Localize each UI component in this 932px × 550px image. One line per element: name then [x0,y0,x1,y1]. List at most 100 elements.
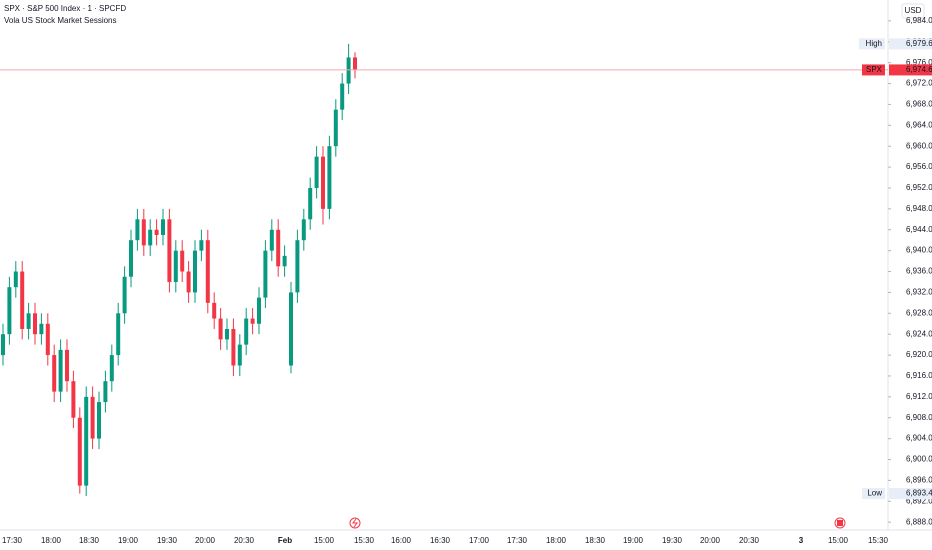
candle-body [346,57,351,84]
earnings-icon [834,517,846,529]
candle-body [161,219,165,235]
x-tick-label: 19:30 [157,536,178,545]
candle-body [84,396,89,486]
y-tick-label: 6,908.00 [906,413,932,422]
y-tick-label: 6,976.00 [906,58,932,67]
x-tick-label: 16:00 [391,536,412,545]
chart-title: SPX · S&P 500 Index · 1 · SPCFD [4,4,126,13]
x-tick-label: 19:00 [118,536,139,545]
candle-body [186,271,191,293]
candle-body [122,276,127,314]
y-tick-label: 6,904.00 [906,434,932,443]
candle-body [20,271,25,329]
candle-body [314,156,319,188]
y-tick-label: 6,916.00 [906,371,932,380]
price-tag-name-box [862,488,885,500]
price-tag-name-box [862,64,885,76]
y-tick-label: 6,912.00 [906,392,932,401]
candle-body [301,219,306,241]
candle-body [58,349,63,392]
candle-body [295,240,300,293]
y-tick-label: 6,924.00 [906,329,932,338]
x-tick-label: 18:00 [546,536,567,545]
candle-body [269,229,274,251]
x-tick-label: 17:30 [507,536,528,545]
candle-body [205,240,210,303]
y-tick-label: 6,940.00 [906,246,932,255]
candle-body [148,229,153,246]
candle-body [13,271,18,288]
y-tick-label: 6,936.00 [906,267,932,276]
y-tick-label: 6,960.00 [906,141,932,150]
candle-body [129,240,133,277]
y-tick-label: 6,928.00 [906,308,932,317]
x-tick-label: 20:30 [739,536,760,545]
y-tick-label: 6,984.00 [906,16,932,25]
candle-body [250,318,255,324]
y-tick-label: 6,952.00 [906,183,932,192]
candle-body [180,250,185,272]
y-tick-label: 6,972.00 [906,79,932,88]
candle-body [327,146,332,209]
x-tick-label: 20:00 [700,536,721,545]
candle-body [52,355,57,392]
x-tick-label: 17:30 [2,536,23,545]
candle-body [90,396,95,439]
price-tag-name: Low [867,489,882,498]
y-tick-label: 6,964.00 [906,120,932,129]
candle-body [244,318,249,345]
event-icon [349,517,361,529]
x-tick-label: 15:00 [828,536,849,545]
candle-body [173,250,178,282]
x-tick-label: 19:30 [662,536,683,545]
candle-body [103,381,108,403]
candle-body [7,287,12,335]
candle-body [116,313,121,356]
x-tick-label: 20:00 [195,536,216,545]
candle-body [199,240,204,251]
candle-body [321,156,325,209]
y-tick-label: 6,944.00 [906,225,932,234]
candle-body [65,349,69,382]
chart-subtitle: Vola US Stock Market Sessions [4,16,117,25]
candle-body [276,229,281,267]
y-tick-label: 6,892.00 [906,496,932,505]
candle-body [353,57,357,70]
candle-body [109,355,114,382]
candle-body [289,292,293,366]
x-tick-label: 19:00 [623,536,644,545]
candle-body [71,381,76,418]
candle-body [333,109,338,147]
candle-body [231,328,236,366]
currency[interactable]: USD [905,6,922,15]
x-tick-label: 18:30 [585,536,606,545]
candle-body [263,250,268,298]
price-tag-value: 6,974.61 [906,65,932,74]
price-tag-box [889,488,932,500]
y-tick-label: 6,968.00 [906,100,932,109]
candle-body [26,313,31,329]
candle-body [141,219,146,246]
y-tick-label: 6,948.00 [906,204,932,213]
candle-body [167,219,172,282]
candle-body [237,344,242,366]
x-tick-label: 17:00 [469,536,490,545]
price-tag-name: High [866,39,882,48]
price-tag-value: 6,979.60 [906,39,932,48]
y-tick-label: 6,932.00 [906,288,932,297]
candle-body [282,255,287,267]
candle-body [135,219,140,241]
candle-body [193,250,197,293]
x-tick-label: 20:30 [234,536,255,545]
candle-body [77,417,82,486]
currency-button[interactable] [901,3,925,19]
x-tick-label: 15:00 [314,536,335,545]
candle-body [97,402,101,439]
y-tick-label: 6,920.00 [906,350,932,359]
price-tag-name-box [859,38,885,50]
x-tick-label: 3 [799,536,804,545]
candle-body [33,313,37,335]
candle-body [218,318,223,340]
x-tick-label: 18:30 [79,536,100,545]
